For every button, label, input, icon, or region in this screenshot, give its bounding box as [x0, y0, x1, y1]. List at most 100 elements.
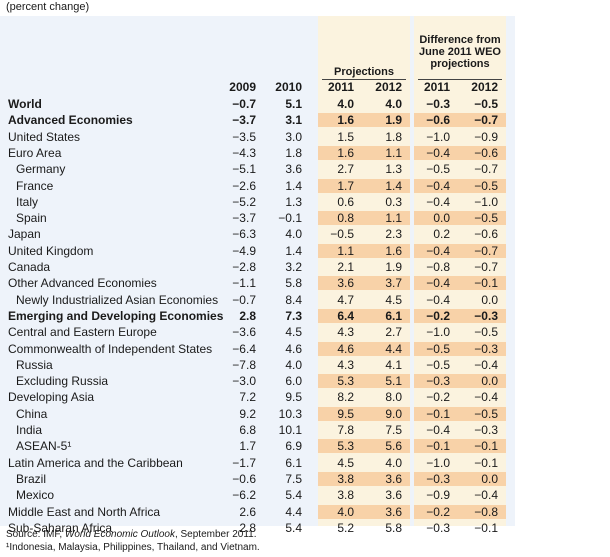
row-highlight — [414, 341, 506, 356]
row-value: 5.8 — [285, 276, 302, 291]
row-value: −2.6 — [232, 178, 256, 193]
row-value: 4.3 — [337, 357, 354, 372]
year-header: 2012 — [375, 80, 402, 94]
row-highlight — [318, 308, 410, 323]
row-value: −0.3 — [426, 97, 450, 111]
source-note: Source: IMF, World Economic Outlook, Sep… — [6, 529, 257, 541]
row-value: 2.8 — [239, 520, 256, 535]
row-value: −0.5 — [330, 227, 354, 242]
row-highlight — [318, 178, 410, 193]
row-value: 9.5 — [337, 406, 354, 421]
row-value: 0.0 — [433, 211, 450, 226]
row-label: Commonwealth of Independent States — [8, 341, 213, 356]
row-value: −0.9 — [474, 129, 498, 144]
row-value: −1.1 — [232, 276, 256, 291]
row-value: 6.1 — [285, 455, 302, 470]
row-value: 5.6 — [385, 439, 402, 454]
row-highlight — [414, 308, 506, 323]
year-header-row: 2009 2010 2011 2012 2011 2012 — [0, 80, 515, 96]
row-value: −0.9 — [426, 488, 450, 503]
row-value: 1.1 — [385, 211, 402, 226]
row-value: 6.4 — [337, 308, 354, 323]
row-value: −6.2 — [232, 488, 256, 503]
table-row: Emerging and Developing Economies 2.8 7.3 6… — [0, 308, 515, 324]
row-value: 7.8 — [337, 423, 354, 437]
table-row: Euro Area −4.3 1.8 1.6 1.1 −0.4 −0.6 — [0, 145, 515, 161]
row-value: −0.1 — [474, 455, 498, 470]
row-label: Japan — [8, 227, 41, 242]
table-row: Germany −5.1 3.6 2.7 1.3 −0.5 −0.7 — [0, 161, 515, 177]
row-value: 1.4 — [285, 243, 302, 258]
row-value: 2.6 — [239, 504, 256, 519]
row-value: −0.4 — [426, 292, 450, 307]
row-value: 7.2 — [239, 390, 256, 405]
table-row: India 6.8 10.1 7.8 7.5 −0.4 −0.3 — [0, 422, 515, 438]
table-row: Sub-Saharan Africa 2.8 5.4 5.2 5.8 −0.3 −0.1 — [0, 520, 515, 536]
table-row: United States −3.5 3.0 1.5 1.8 −1.0 −0.9 — [0, 129, 515, 145]
row-value: −0.7 — [474, 113, 498, 128]
row-label: Developing Asia — [8, 390, 95, 405]
row-label: Russia — [16, 357, 53, 372]
row-value: 3.6 — [385, 488, 402, 503]
row-value: −0.5 — [474, 325, 498, 340]
row-label: ASEAN-5¹ — [16, 439, 72, 454]
row-value: −1.0 — [426, 325, 450, 340]
row-value: 1.3 — [285, 194, 302, 209]
row-value: −0.7 — [232, 292, 256, 307]
row-value: 4.5 — [385, 292, 402, 307]
row-highlight — [318, 439, 410, 454]
row-value: 3.6 — [385, 504, 402, 519]
projections-rule — [322, 79, 406, 80]
row-value: 5.4 — [285, 488, 302, 503]
row-value: −5.2 — [232, 194, 256, 209]
row-value: −0.7 — [474, 243, 498, 258]
row-value: 1.8 — [285, 145, 302, 160]
row-value: −0.4 — [426, 194, 450, 209]
row-value: 4.3 — [337, 325, 354, 340]
row-label: United States — [8, 129, 81, 144]
table-row: Other Advanced Economies −1.1 5.8 3.6 3.7 −0.… — [0, 275, 515, 291]
row-value: −0.3 — [426, 520, 450, 535]
table-row: Middle East and North Africa 2.6 4.4 4.0 3.6… — [0, 504, 515, 520]
row-value: −0.6 — [474, 227, 498, 242]
row-value: −0.4 — [474, 390, 498, 405]
row-value: 4.1 — [385, 357, 402, 372]
row-value: −4.3 — [232, 145, 256, 160]
row-value: 4.4 — [385, 341, 402, 356]
row-highlight — [414, 439, 506, 454]
projections-header: Projections — [334, 66, 394, 78]
row-value: 4.5 — [285, 325, 302, 340]
row-value: 3.2 — [285, 260, 302, 274]
row-highlight — [414, 178, 506, 193]
row-value: 10.1 — [278, 423, 302, 437]
row-value: 1.9 — [385, 260, 402, 274]
row-value: 2.3 — [385, 227, 402, 242]
row-value: −6.3 — [232, 227, 256, 242]
row-value: 1.6 — [337, 145, 354, 160]
row-value: −1.0 — [426, 129, 450, 144]
row-highlight — [318, 341, 410, 356]
row-value: −1.7 — [232, 455, 256, 470]
table-row: Commonwealth of Independent States −6.4 4.… — [0, 341, 515, 357]
row-highlight — [318, 243, 410, 258]
row-value: −0.1 — [474, 276, 498, 291]
row-value: 3.6 — [285, 162, 302, 177]
row-value: −0.2 — [426, 390, 450, 405]
row-value: 0.2 — [433, 227, 450, 242]
row-value: −0.5 — [474, 97, 498, 111]
row-highlight — [414, 471, 506, 486]
row-value: −3.5 — [232, 129, 256, 144]
row-highlight — [414, 504, 506, 519]
table-row: Developing Asia 7.2 9.5 8.2 8.0 −0.2 −0.4 — [0, 389, 515, 405]
row-value: 4.0 — [385, 97, 402, 111]
row-value: −0.4 — [426, 145, 450, 160]
row-highlight — [414, 145, 506, 160]
table-row: ASEAN-5¹ 1.7 6.9 5.3 5.6 −0.1 −0.1 — [0, 438, 515, 454]
row-value: 3.0 — [285, 129, 302, 144]
row-highlight — [318, 145, 410, 160]
row-value: −0.6 — [474, 145, 498, 160]
row-value: −0.5 — [426, 341, 450, 356]
row-value: −5.1 — [232, 162, 256, 177]
row-value: 2.1 — [337, 260, 354, 274]
